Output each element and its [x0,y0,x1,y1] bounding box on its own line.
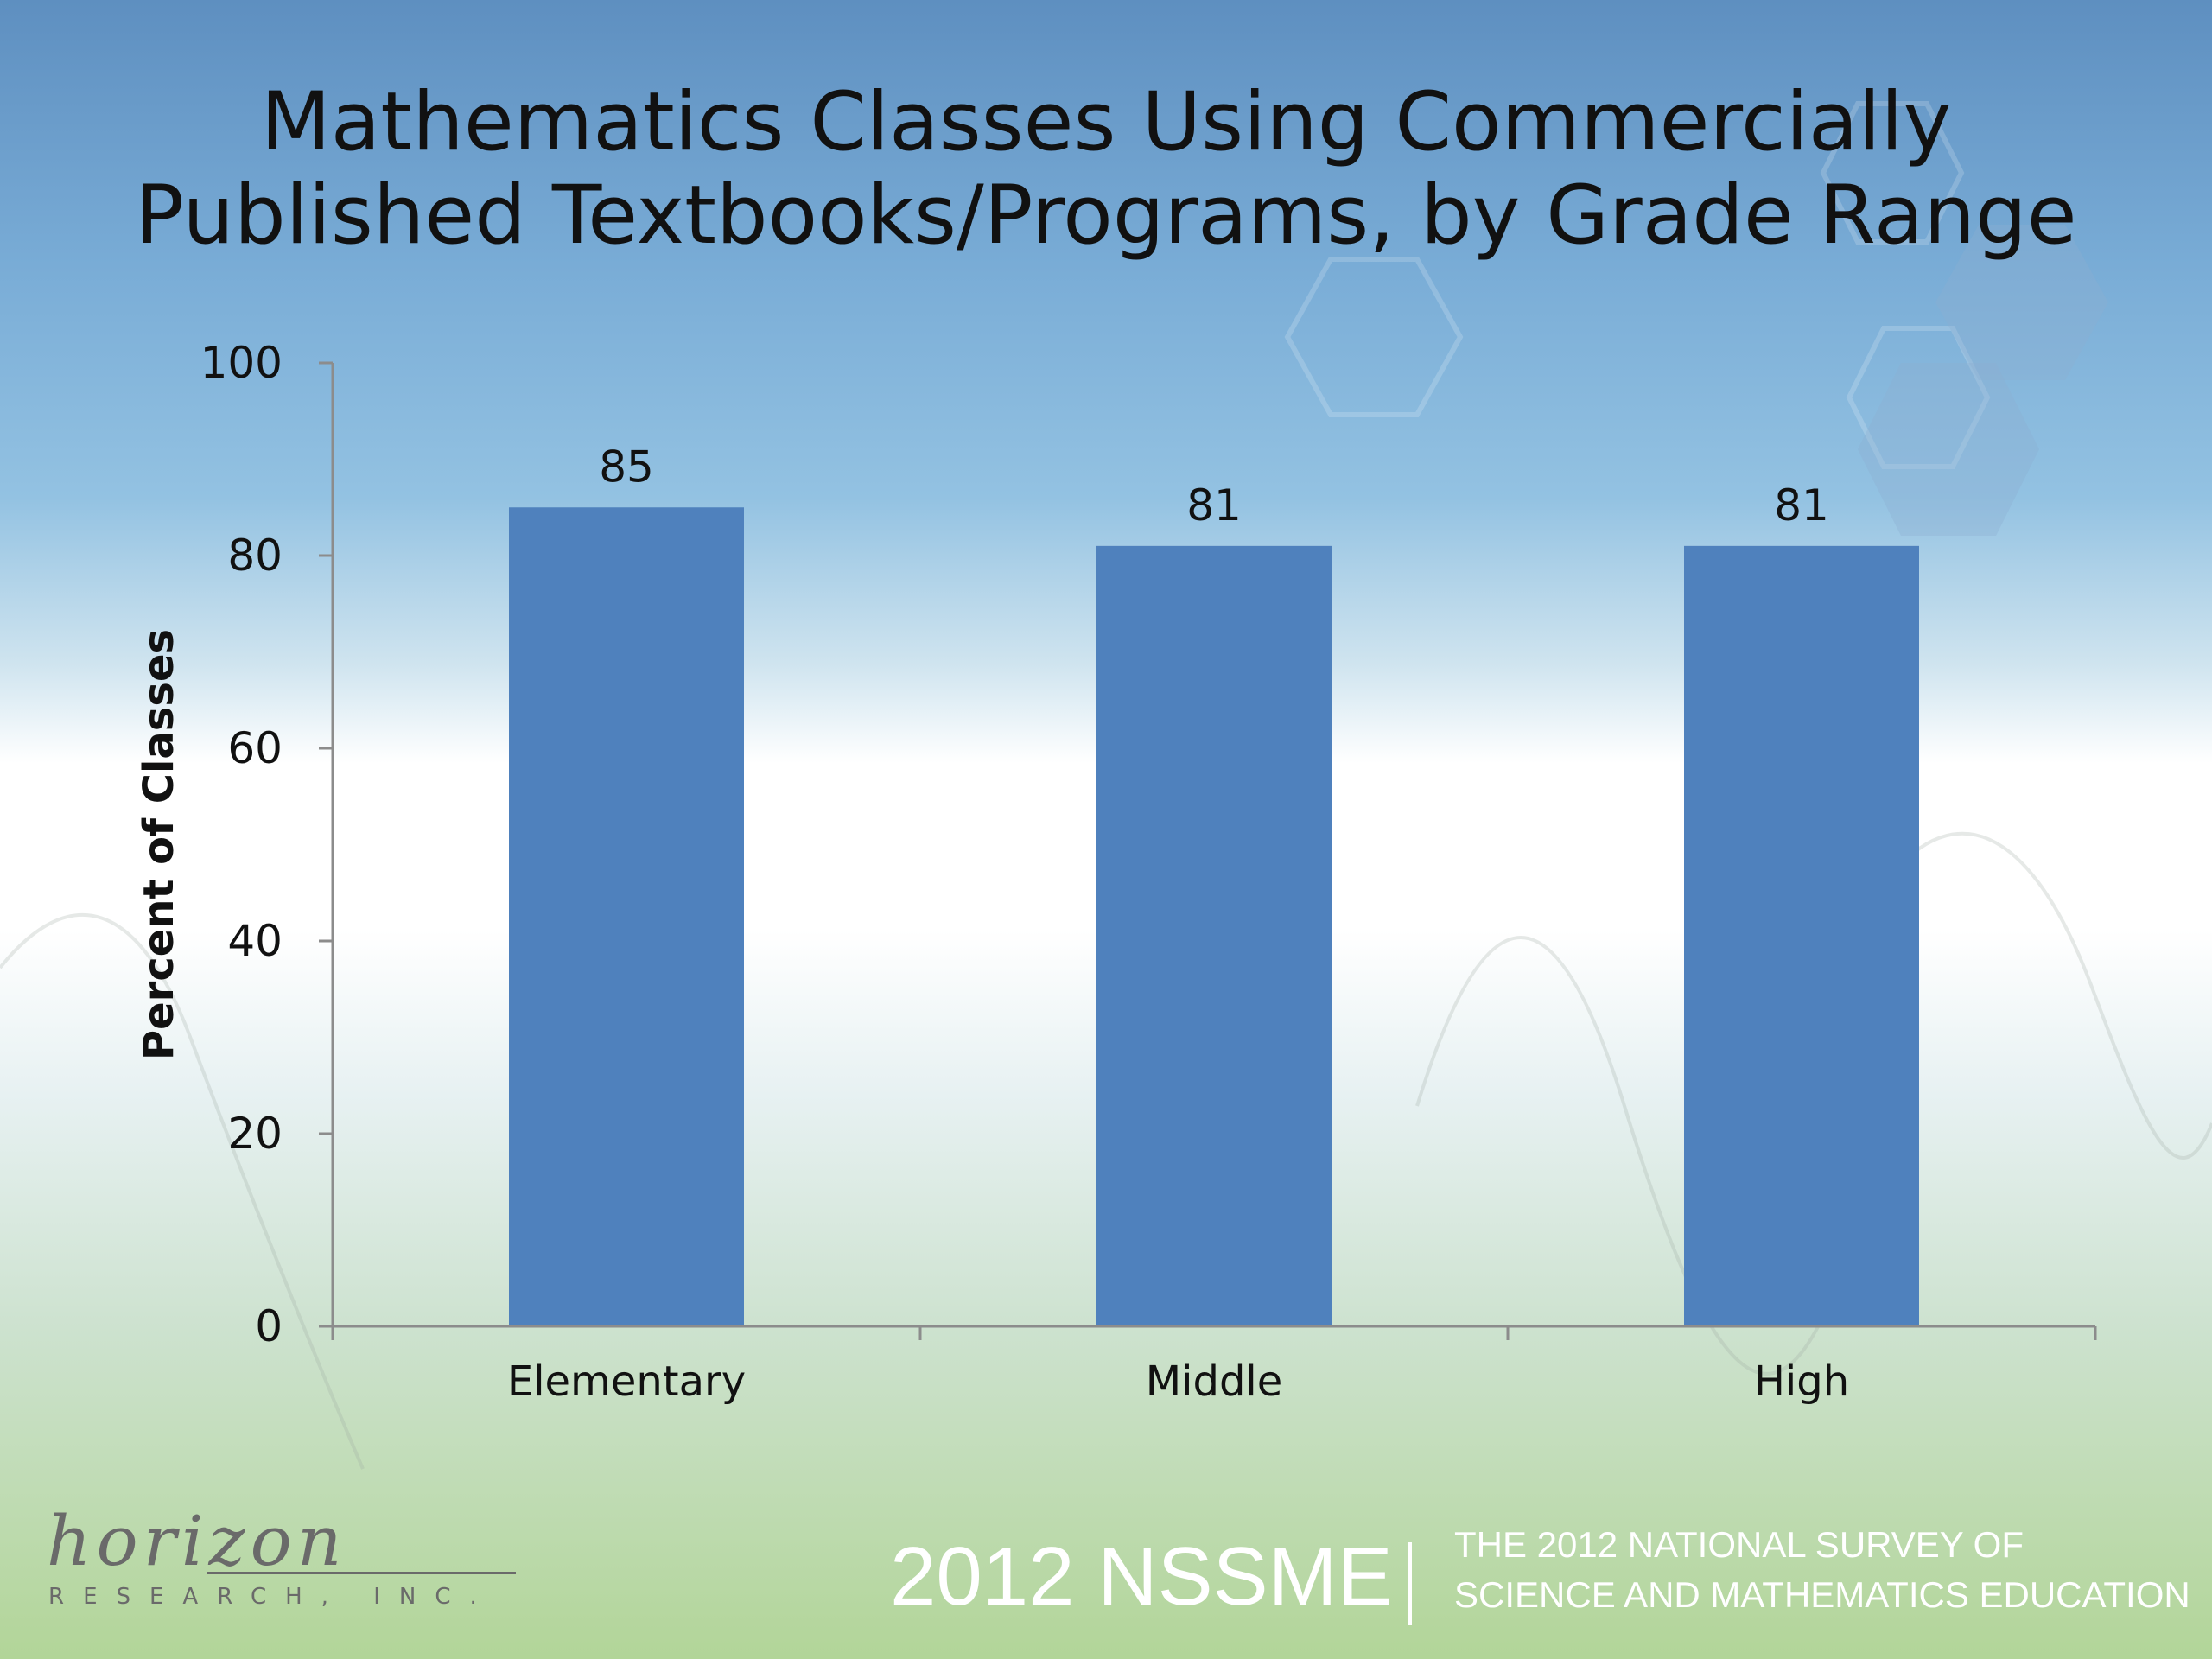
footer-tagline-line-1: THE 2012 NATIONAL SURVEY OF [1454,1524,2024,1565]
category-label-high: High [1754,1357,1849,1406]
y-tick-label-100: 100 [200,338,283,388]
logo-underline [207,1572,516,1574]
y-tick-label-80: 80 [227,531,283,581]
bar-high [1684,545,1919,1326]
y-axis-title: Percent of Classes [135,629,183,1060]
y-tick-label-60: 60 [227,723,283,773]
data-label-middle: 81 [1186,480,1242,531]
title-line-2: Published Textbooks/Programs, by Grade R… [135,168,2077,263]
horizon-research-logo: horizon RESEARCH, INC. [43,1501,527,1629]
data-label-elementary: 85 [599,442,654,492]
footer-tagline-line-2: SCIENCE AND MATHEMATICS EDUCATION [1454,1574,2190,1615]
logo-script-text: horizon [47,1501,347,1581]
slide-title: Mathematics Classes Using Commercially P… [0,76,2212,263]
bar-elementary [509,507,744,1326]
bar-middle [1096,545,1332,1326]
data-label-high: 81 [1774,480,1829,531]
y-tick-label-0: 0 [255,1301,283,1351]
category-label-middle: Middle [1146,1357,1283,1406]
logo-subtitle: RESEARCH, INC. [48,1584,496,1610]
footer-separator [1408,1542,1412,1625]
footer-nssme-label: 2012 NSSME [890,1530,1393,1623]
category-label-elementary: Elementary [507,1357,746,1406]
y-tick-label-20: 20 [227,1109,283,1159]
title-line-1: Mathematics Classes Using Commercially [260,75,1952,169]
y-tick-label-40: 40 [227,916,283,966]
